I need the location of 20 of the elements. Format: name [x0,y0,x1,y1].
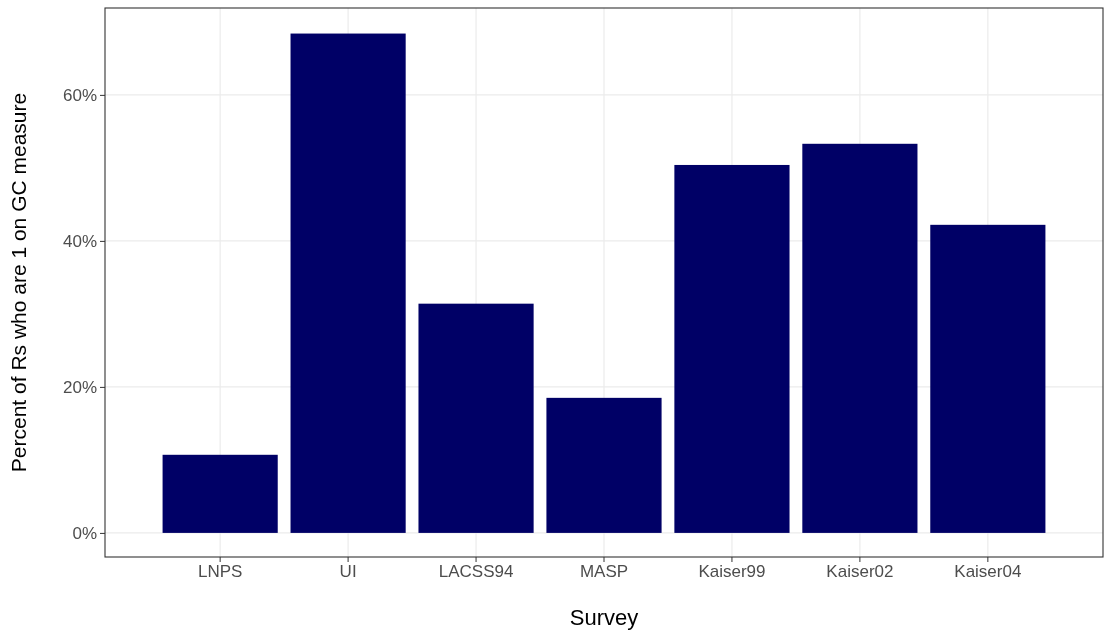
x-tick-label: LACSS94 [438,562,514,582]
x-tick-label: UI [339,562,357,582]
x-tick-label: Kaiser02 [826,562,894,582]
y-tick-label: 60% [62,85,97,105]
y-tick-label: 0% [72,523,97,543]
bar [418,303,534,533]
y-tick-label: 40% [62,231,97,251]
bar [546,397,662,533]
bar [290,33,406,533]
bar [674,164,790,533]
x-tick-label: Kaiser04 [954,562,1022,582]
x-tick-label: MASP [579,562,629,582]
y-tick-label: 20% [62,377,97,397]
x-tick-label: LNPS [197,562,243,582]
y-axis-title: Percent of Rs who are 1 on GC measure [7,92,30,473]
bar [162,454,278,533]
bar [802,143,918,533]
bar [930,224,1046,533]
x-axis-title: Survey [569,605,639,630]
x-tick-label: Kaiser99 [698,562,766,582]
